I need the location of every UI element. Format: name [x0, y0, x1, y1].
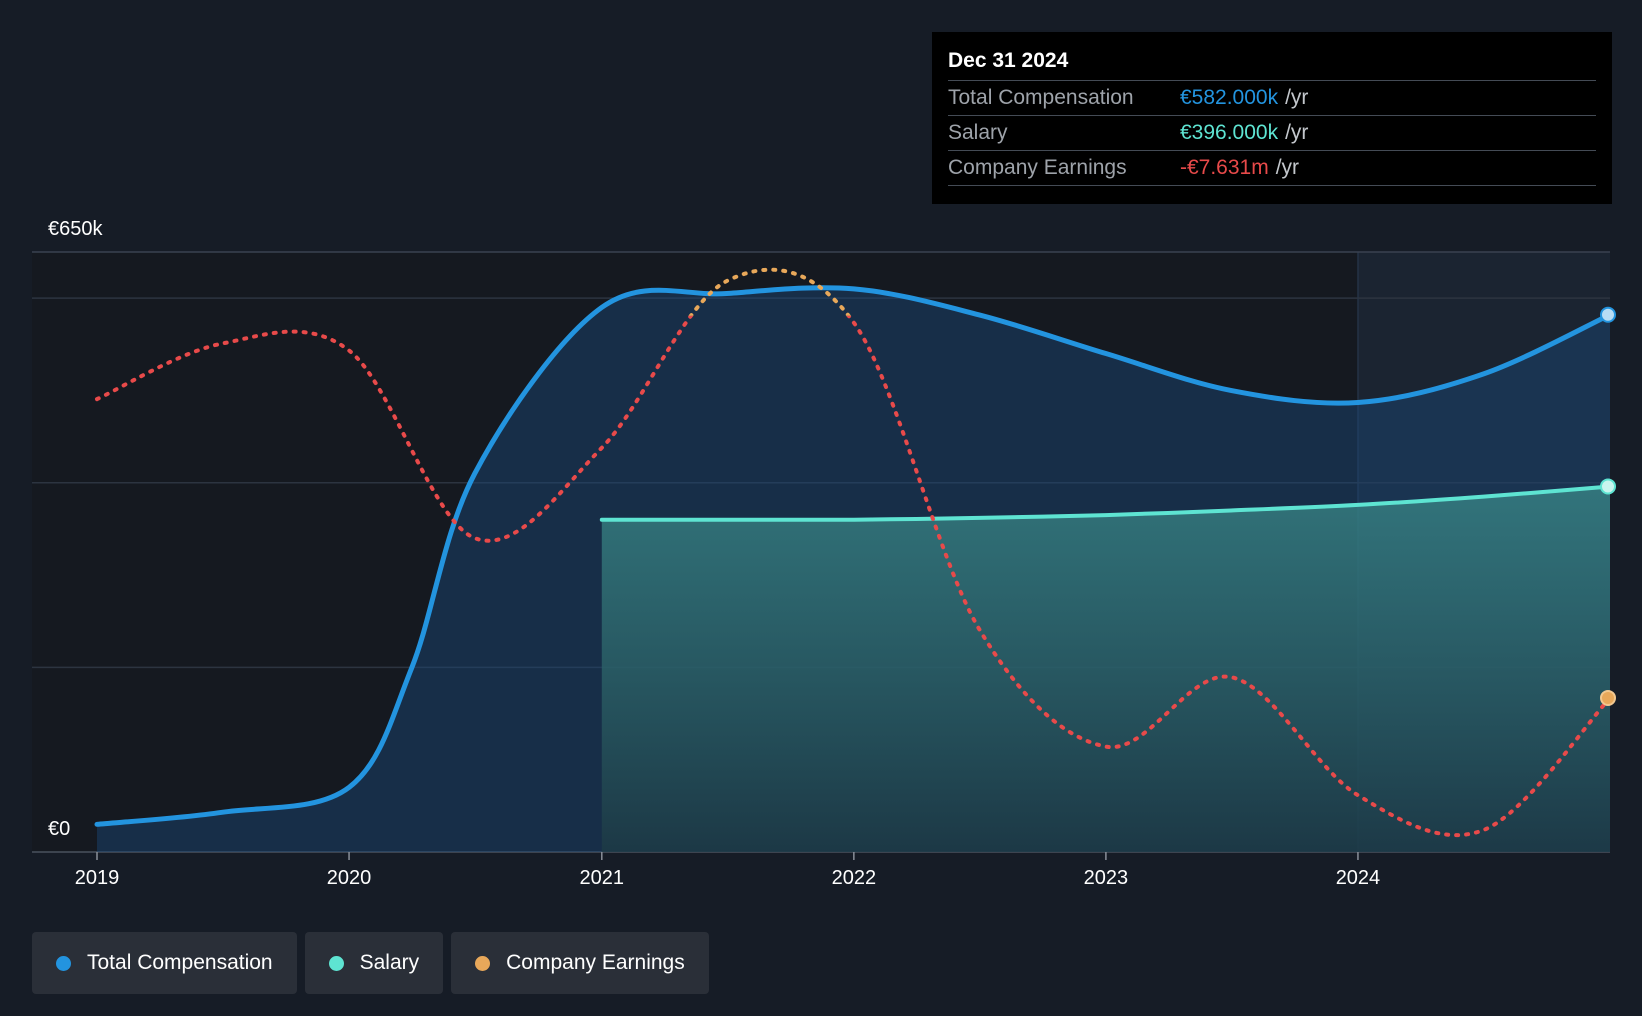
x-tick-label: 2019	[75, 867, 120, 889]
legend-label: Salary	[359, 951, 420, 974]
total-compensation-end-marker	[1600, 306, 1616, 323]
end-markers	[1600, 306, 1616, 706]
tooltip-row-total-compensation: Total Compensation €582.000k /yr	[948, 81, 1596, 116]
tooltip-row-unit: /yr	[1275, 156, 1300, 179]
company-earnings-end-marker	[1600, 689, 1616, 706]
company-earnings-line-negative	[95, 315, 1612, 837]
legend: Total Compensation Salary Company Earnin…	[32, 932, 709, 994]
x-tick-label: 2021	[580, 867, 625, 889]
x-axis: 2019 2020 2021 2022 2023 2024	[75, 852, 1380, 889]
legend-label: Company Earnings	[506, 951, 685, 974]
x-tick-label: 2024	[1336, 867, 1381, 889]
tooltip-row-label: Total Compensation	[948, 86, 1134, 109]
salary-end-marker	[1600, 478, 1616, 495]
legend-item-total-compensation[interactable]: Total Compensation	[32, 932, 297, 994]
series-areas	[97, 287, 1610, 852]
legend-label: Total Compensation	[87, 951, 273, 974]
salary-area	[601, 486, 1610, 852]
tooltip: Dec 31 2024 Total Compensation €582.000k…	[932, 32, 1612, 204]
x-tick-label: 2022	[832, 867, 877, 889]
legend-item-salary[interactable]: Salary	[304, 932, 444, 994]
salary-line	[599, 484, 1612, 522]
tooltip-row-unit: /yr	[1285, 86, 1309, 109]
y-label-top: €650k	[48, 218, 103, 240]
x-tick-label: 2023	[1084, 867, 1129, 889]
tooltip-row-value: -€7.631m	[1180, 156, 1269, 179]
x-tick-label: 2020	[327, 867, 372, 889]
tooltip-row-label: Salary	[948, 121, 1008, 144]
tooltip-row-unit: /yr	[1285, 121, 1309, 144]
tooltip-row-salary: Salary €396.000k /yr	[948, 116, 1596, 151]
legend-dot-icon	[328, 955, 344, 971]
tooltip-row-value: €582.000k	[1180, 86, 1279, 109]
total-compensation-line	[94, 285, 1613, 827]
tooltip-row-company-earnings: Company Earnings -€7.631m /yr	[948, 151, 1596, 186]
tooltip-date: Dec 31 2024	[948, 46, 1596, 81]
series-lines	[94, 267, 1613, 837]
legend-dot-icon	[475, 955, 491, 971]
legend-dot-icon	[56, 955, 71, 971]
legend-item-company-earnings[interactable]: Company Earnings	[451, 932, 709, 994]
tooltip-row-label: Company Earnings	[948, 156, 1127, 179]
tooltip-row-value: €396.000k	[1180, 121, 1279, 144]
y-label-bottom: €0	[48, 818, 70, 840]
